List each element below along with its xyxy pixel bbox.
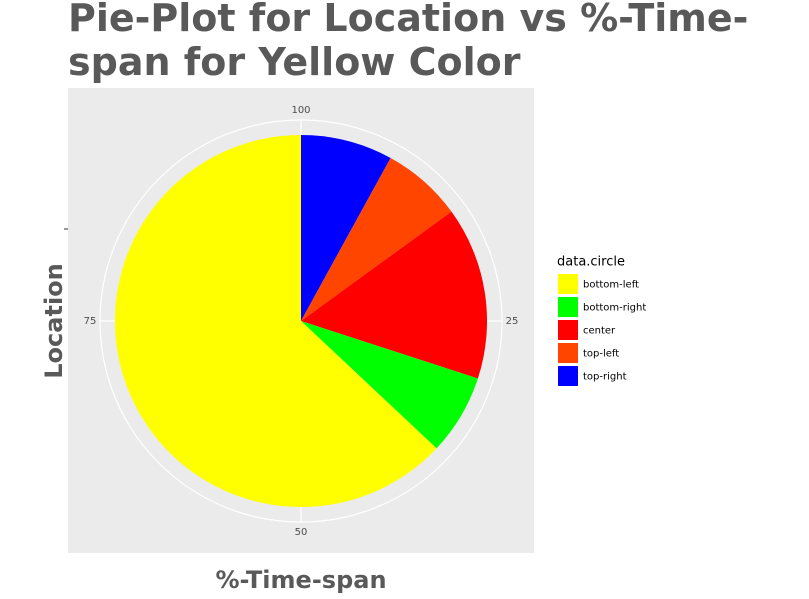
pie-slice bbox=[115, 135, 437, 507]
pie-slice bbox=[301, 321, 478, 449]
legend-label: center bbox=[583, 326, 616, 337]
legend-label: bottom-right bbox=[583, 303, 646, 314]
x-tick-label: 25 bbox=[506, 316, 519, 327]
legend-key bbox=[558, 343, 578, 363]
legend-label: top-right bbox=[583, 372, 627, 383]
legend-key bbox=[558, 297, 578, 317]
pie-slice bbox=[301, 158, 452, 321]
x-tick-label: 100 bbox=[291, 105, 310, 116]
legend-title: data.circle bbox=[557, 255, 625, 270]
chart-title: Pie-Plot for Location vs %-Time-span for… bbox=[68, 0, 749, 84]
pie-slice bbox=[301, 211, 487, 379]
pie-slice bbox=[301, 135, 391, 321]
x-axis-label: %-Time-span bbox=[215, 566, 386, 594]
x-tick-label: 50 bbox=[295, 527, 308, 538]
legend-key bbox=[558, 366, 578, 386]
x-tick-label: 75 bbox=[84, 316, 97, 327]
y-axis-label: Location bbox=[40, 263, 68, 378]
legend-key bbox=[558, 320, 578, 340]
legend-label: top-left bbox=[583, 349, 619, 360]
legend-label: bottom-left bbox=[583, 280, 639, 291]
legend-key bbox=[558, 274, 578, 294]
